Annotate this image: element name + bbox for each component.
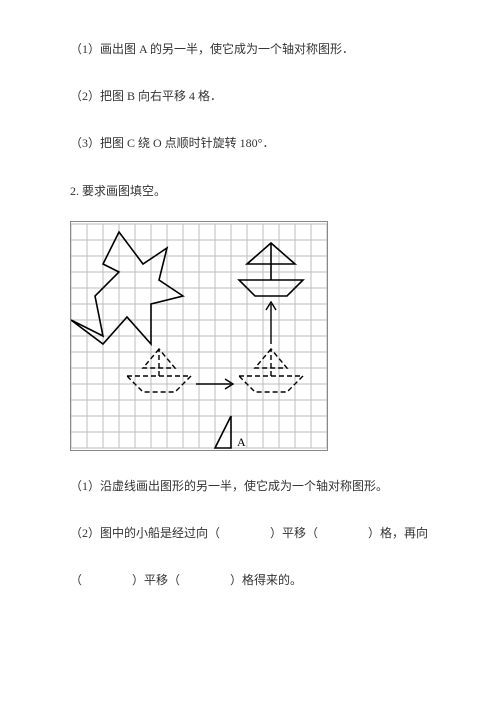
- arrow-up-icon: [266, 302, 276, 344]
- q2-2-text-f: ）格得来的。: [230, 573, 302, 587]
- question-2-title: 2. 要求画图填空。: [70, 182, 430, 201]
- grid-svg: A: [71, 222, 327, 450]
- q2-2-text-c: ）格，再向: [368, 526, 428, 540]
- blank-count-1[interactable]: [321, 524, 365, 543]
- question-1-1: （1）画出图 A 的另一半，使它成为一个轴对称图形．: [70, 40, 430, 59]
- blank-direction-1[interactable]: [223, 524, 267, 543]
- label-a: A: [237, 435, 246, 449]
- boat-bottom-left-dashed: [127, 349, 191, 392]
- question-2-2-line2: （ ）平移（ ）格得来的。: [70, 571, 430, 590]
- q2-2-text-e: ）平移（: [132, 573, 180, 587]
- blank-count-2[interactable]: [183, 571, 227, 590]
- page: （1）画出图 A 的另一半，使它成为一个轴对称图形． （2）把图 B 向右平移 …: [0, 0, 500, 648]
- q2-2-text-b: ）平移（: [270, 526, 318, 540]
- q2-2-text-d: （: [70, 573, 82, 587]
- grid-figure: A: [70, 221, 328, 451]
- question-1-2: （2）把图 B 向右平移 4 格．: [70, 87, 430, 106]
- question-2-2-line1: （2）图中的小船是经过向（ ）平移（ ）格，再向: [70, 524, 430, 543]
- question-1-3: （3）把图 C 绕 O 点顺时针旋转 180°．: [70, 134, 430, 153]
- boat-bottom-right-dashed: [239, 349, 303, 392]
- q2-2-text-a: （2）图中的小船是经过向（: [70, 526, 220, 540]
- blank-direction-2[interactable]: [85, 571, 129, 590]
- question-2-1: （1）沿虚线画出图形的另一半，使它成为一个轴对称图形。: [70, 477, 430, 496]
